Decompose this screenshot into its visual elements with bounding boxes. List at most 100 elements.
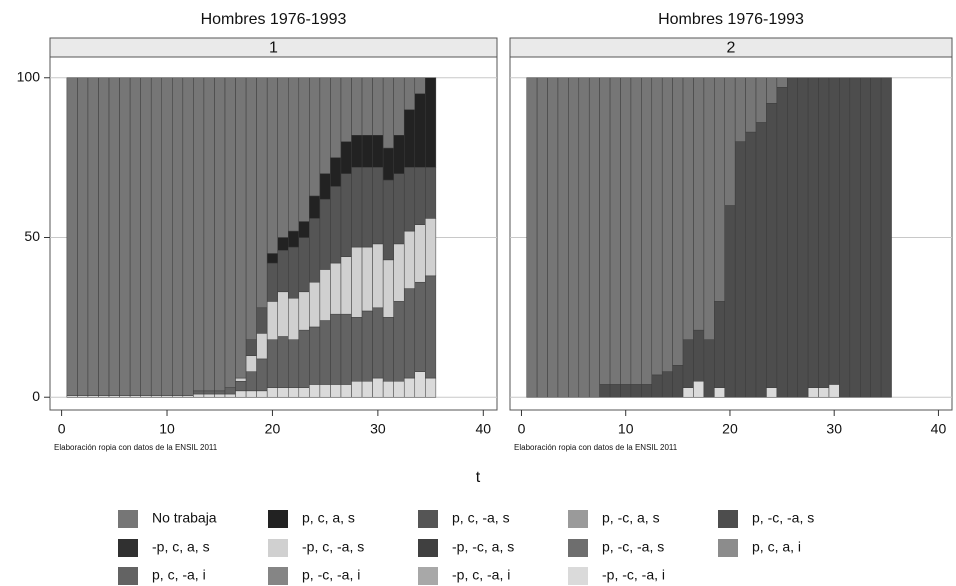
bar-segment — [651, 374, 663, 398]
bar-segment — [340, 77, 352, 142]
x-tick-label: 0 — [518, 421, 526, 437]
legend-swatch — [418, 510, 438, 528]
bar-segment — [755, 122, 767, 398]
bar-segment — [330, 262, 342, 315]
bar-segment — [682, 387, 694, 398]
bar-segment — [98, 77, 110, 396]
legend-swatch — [568, 539, 588, 557]
bar-segment — [340, 173, 352, 257]
bar-segment — [651, 77, 663, 376]
bar-segment — [672, 77, 684, 366]
bar-segment — [87, 77, 99, 396]
bar-segment — [193, 393, 205, 398]
bar-segment — [682, 339, 694, 388]
bar-segment — [330, 384, 342, 398]
bar-segment — [266, 77, 278, 254]
bar-segment — [403, 77, 416, 110]
bar-segment — [340, 384, 352, 398]
bar-segment — [393, 301, 405, 382]
bar-segment — [414, 166, 426, 225]
x-tick-label: 40 — [476, 421, 492, 437]
bar-segment — [372, 135, 384, 168]
bar-segment — [319, 269, 331, 321]
x-tick-label: 40 — [931, 421, 947, 437]
x-tick-label: 10 — [159, 421, 175, 437]
bar-segment — [672, 365, 684, 398]
x-tick-label: 30 — [370, 421, 386, 437]
bar-segment — [277, 237, 289, 251]
bar-segment — [119, 77, 131, 396]
bar-segment — [298, 329, 310, 388]
bar-segment — [425, 275, 437, 379]
bar-segment — [425, 166, 437, 219]
y-tick-label: 0 — [32, 388, 40, 404]
bar-segment — [193, 77, 205, 392]
bar-segment — [182, 77, 194, 396]
legend-label: -p, -c, a, s — [452, 539, 514, 555]
bar-segment — [382, 317, 394, 382]
legend-swatch — [568, 510, 588, 528]
bar-segment — [620, 384, 632, 398]
bar-segment — [372, 166, 384, 245]
legend-swatch — [418, 567, 438, 585]
panel-label: 1 — [269, 40, 278, 57]
legend-label: p, -c, -a, s — [602, 539, 664, 555]
bar-segment — [309, 326, 321, 385]
bar-segment — [776, 87, 788, 398]
bar-segment — [361, 310, 373, 382]
bar-segment — [266, 301, 278, 340]
bar-segment — [330, 313, 342, 385]
bar-segment — [361, 77, 373, 136]
bar-segment — [235, 390, 247, 398]
bar-segment — [403, 377, 416, 398]
bar-segment — [245, 339, 257, 356]
bar-segment — [319, 198, 331, 270]
bar-segment — [641, 77, 653, 385]
bar-segment — [714, 301, 725, 388]
bar-segment — [214, 393, 226, 398]
bar-segment — [693, 329, 705, 382]
bar-segment — [425, 218, 437, 277]
bar-segment — [330, 186, 342, 264]
bar-segment — [724, 205, 736, 398]
bar-segment — [776, 77, 788, 88]
bar-segment — [351, 380, 363, 398]
bar-segment — [277, 250, 289, 293]
bar-segment — [393, 173, 405, 245]
bar-segment — [266, 339, 278, 388]
bar-segment — [298, 221, 310, 238]
bar-segment — [414, 281, 426, 372]
bar-segment — [839, 77, 851, 398]
bar-segment — [256, 307, 268, 334]
bar-segment — [319, 173, 331, 200]
bar-segment — [588, 77, 600, 398]
bar-segment — [641, 384, 653, 398]
bar-segment — [361, 166, 373, 248]
bar-segment — [609, 384, 621, 398]
bar-segment — [818, 77, 830, 388]
bar-segment — [547, 77, 559, 398]
bar-segment — [203, 390, 215, 395]
bar-segment — [382, 380, 394, 398]
bar-segment — [108, 77, 120, 396]
bar-segment — [393, 380, 405, 398]
bar-segment — [734, 141, 746, 398]
y-tick-label: 100 — [17, 68, 41, 84]
bar-segment — [414, 224, 426, 283]
bar-segment — [77, 77, 89, 396]
bar-segment — [256, 390, 268, 398]
bar-segment — [319, 384, 331, 398]
legend-swatch — [268, 510, 288, 528]
legend-swatch — [118, 567, 138, 585]
bar-segment — [536, 77, 548, 398]
legend-label: p, c, -a, s — [452, 510, 510, 526]
bar-segment — [745, 77, 757, 133]
bar-segment — [129, 77, 141, 396]
bar-segment — [214, 77, 226, 392]
bar-segment — [288, 246, 300, 299]
bar-segment — [245, 355, 257, 372]
legend-label: -p, -c, -a, i — [602, 567, 665, 583]
bar-segment — [693, 380, 705, 398]
bar-segment — [277, 336, 289, 388]
